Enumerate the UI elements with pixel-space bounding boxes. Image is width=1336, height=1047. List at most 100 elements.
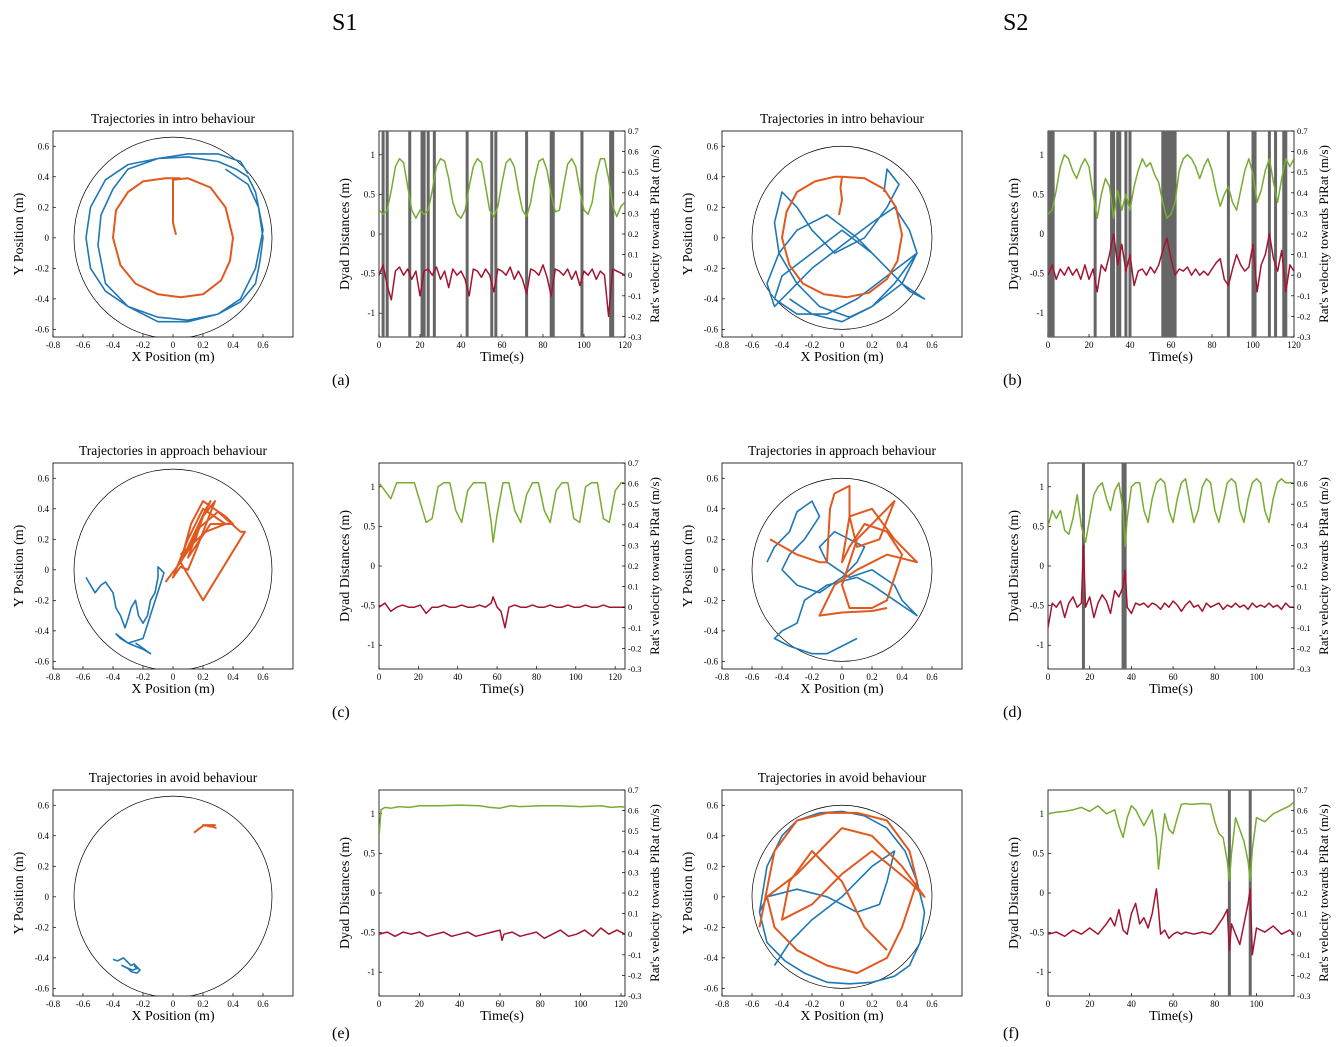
y-tick-label: 0.4: [707, 831, 719, 841]
event-bar: [1253, 131, 1257, 337]
y2-tick-label: 0.4: [1297, 520, 1308, 530]
y-tick-label: 0.2: [707, 534, 718, 544]
x-tick-label: 100: [577, 340, 591, 350]
x-tick-label: -0.6: [745, 672, 760, 682]
event-bar: [611, 131, 615, 337]
x-tick-label: 100: [1250, 999, 1264, 1009]
y2-tick-label: 0.4: [628, 847, 639, 857]
rat-trajectory: [85, 153, 264, 323]
y-tick-label: 0.4: [38, 831, 50, 841]
y-tick-label: -0.6: [35, 324, 50, 334]
y-tick-label: 0: [714, 892, 719, 902]
y-tick-label: -0.5: [361, 269, 376, 279]
y2-tick-label: 0.3: [1297, 867, 1308, 877]
event-bar: [422, 131, 426, 337]
x-tick-label: 60: [1167, 340, 1177, 350]
plot-frame: [378, 789, 626, 997]
y2-tick-label: 0.4: [628, 520, 639, 530]
x-axis-label: Time(s): [1149, 1009, 1193, 1024]
y2-axis-label: Rat's velocity towards PiRat (m/s): [1316, 477, 1331, 655]
x-tick-label: 20: [1085, 999, 1095, 1009]
event-bar: [1118, 131, 1122, 337]
x-tick-label: 0: [377, 999, 382, 1009]
y-tick-label: 0.2: [707, 861, 718, 871]
y-tick-label: -0.6: [704, 983, 719, 993]
x-tick-label: 0: [1046, 672, 1051, 682]
x-axis-label: Time(s): [1149, 682, 1193, 697]
y-tick-label: 0.6: [707, 473, 719, 483]
event-bar: [1169, 131, 1173, 337]
y2-tick-label: 0.5: [628, 826, 639, 836]
y2-tick-label: 0.3: [628, 867, 639, 877]
x-axis-label: X Position (m): [131, 350, 215, 365]
event-bar: [1048, 131, 1051, 337]
x-tick-label: 0.2: [197, 340, 208, 350]
rat-trajectory: [85, 565, 165, 655]
x-tick-label: 80: [536, 999, 546, 1009]
y2-tick-label: 0.2: [1297, 229, 1308, 239]
y-axis-label: Dyad Distances (m): [1007, 178, 1022, 290]
y-tick-label: -0.2: [704, 263, 718, 273]
y-axis-label: Dyad Distances (m): [338, 510, 353, 622]
chart-title: Trajectories in approach behaviour: [748, 443, 937, 458]
plot-area: [751, 477, 933, 662]
y2-tick-label: -0.3: [1297, 664, 1310, 674]
chart-title: Trajectories in intro behaviour: [760, 111, 925, 126]
x-tick-label: 40: [455, 999, 465, 1009]
chart-title: Trajectories in avoid behaviour: [758, 770, 927, 785]
panel-label-e: (e): [332, 1025, 350, 1042]
y2-axis-label: Rat's velocity towards PiRat (m/s): [647, 804, 662, 982]
y-tick-label: -0.2: [35, 595, 49, 605]
event-bar: [420, 131, 424, 337]
y-axis-label: Dyad Distances (m): [338, 837, 353, 949]
x-tick-label: -0.6: [745, 999, 760, 1009]
x-tick-label: -0.8: [715, 672, 730, 682]
y2-tick-label: 0.1: [628, 250, 639, 260]
x-tick-label: 40: [1127, 999, 1137, 1009]
y2-tick-label: -0.2: [628, 643, 641, 653]
x-tick-label: -0.4: [106, 340, 121, 350]
y2-tick-label: 0.6: [1297, 147, 1308, 157]
y2-tick-label: -0.3: [1297, 991, 1310, 1001]
x-tick-label: 60: [498, 340, 508, 350]
x-tick-label: 100: [1250, 672, 1264, 682]
event-bar: [1049, 131, 1053, 337]
y-tick-label: -0.5: [1030, 601, 1045, 611]
plot-area: [379, 131, 625, 337]
event-bar: [609, 131, 613, 337]
chart-c-ts: 0 20 40 60 80 100 120 -1 -0.5 0 0.5 1 Time(s) Dyad Di…: [338, 458, 662, 697]
velocity-series: [379, 927, 625, 942]
y-axis-label: Dyad Distances (m): [338, 178, 353, 290]
x-tick-label: 0.4: [896, 672, 908, 682]
y-tick-label: 0.4: [38, 504, 50, 514]
y2-tick-label: 0.7: [1297, 785, 1308, 795]
event-bar: [426, 131, 430, 337]
x-axis-label: Time(s): [480, 350, 524, 365]
y2-tick-label: 0.2: [628, 561, 639, 571]
plot-frame: [378, 130, 626, 338]
y2-tick-label: 0.1: [628, 582, 639, 592]
x-tick-label: 80: [1210, 672, 1220, 682]
plot-frame: [52, 462, 294, 670]
x-tick-label: 0.6: [926, 672, 938, 682]
plot-area: [1048, 131, 1294, 337]
x-tick-label: 60: [1169, 999, 1179, 1009]
y-tick-label: 1: [1040, 150, 1045, 160]
event-bar: [1165, 131, 1169, 337]
y-tick-label: -1: [368, 640, 376, 650]
y2-tick-label: 0.7: [628, 126, 639, 136]
y2-tick-label: -0.2: [628, 970, 641, 980]
x-tick-label: -0.2: [136, 340, 150, 350]
velocity-series: [1048, 233, 1294, 293]
event-bar: [1124, 131, 1128, 337]
y2-tick-label: -0.1: [628, 291, 641, 301]
y-axis-label: Y Position (m): [12, 524, 27, 607]
event-bar: [1051, 131, 1055, 337]
y-tick-label: 0.5: [1033, 189, 1045, 199]
y-tick-label: -1: [368, 308, 376, 318]
distance-series: [379, 157, 625, 219]
y2-tick-label: 0: [628, 270, 632, 280]
chart-e-ts: 0 20 40 60 80 100 120 -1 -0.5 0 0.5 1 Time(s) Dyad Di…: [338, 785, 662, 1024]
y2-axis-label: Rat's velocity towards PiRat (m/s): [1316, 804, 1331, 982]
y-tick-label: -0.4: [704, 626, 719, 636]
